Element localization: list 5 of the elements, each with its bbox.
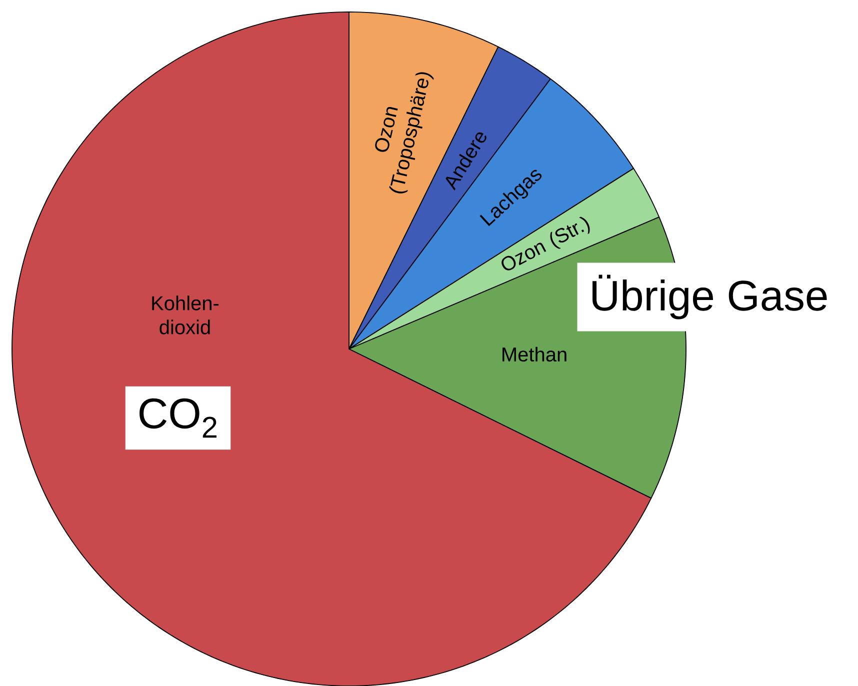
text: CO$_{2}$ bbox=[140, 398, 216, 438]
slice-label: Methan bbox=[502, 346, 566, 362]
text: Übrige Gase bbox=[592, 274, 827, 320]
slice-label: Kohlen-dioxid bbox=[152, 295, 219, 334]
slice-label: Ozon (Str.) bbox=[502, 216, 590, 270]
